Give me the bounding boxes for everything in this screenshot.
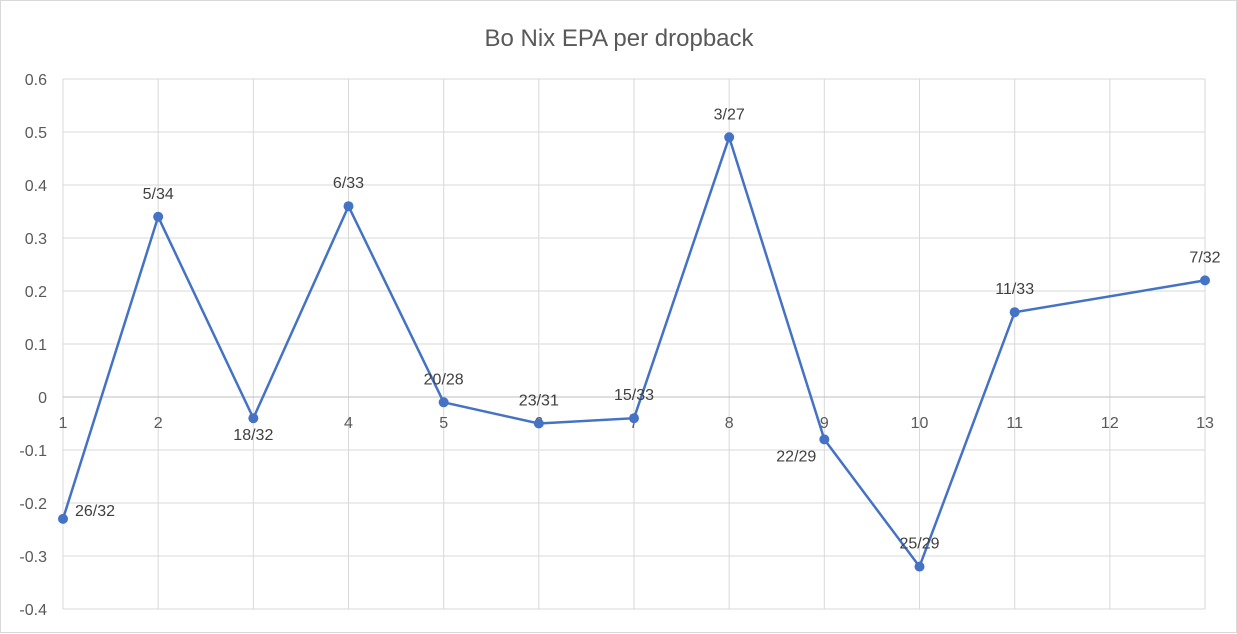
data-label: 15/33 — [614, 387, 654, 404]
x-tick-label: 11 — [1006, 415, 1023, 432]
x-tick-label: 10 — [911, 415, 929, 432]
data-label: 18/32 — [233, 427, 273, 444]
x-tick-label: 13 — [1196, 415, 1214, 432]
y-tick-label: -0.3 — [19, 549, 47, 566]
data-label: 11/33 — [995, 281, 1034, 298]
data-point — [1009, 307, 1020, 318]
data-label: 20/28 — [424, 371, 464, 388]
data-point — [58, 513, 68, 524]
y-tick-label: 0 — [38, 390, 47, 407]
chart-title: Bo Nix EPA per dropback — [484, 25, 754, 52]
data-label: 26/32 — [75, 503, 115, 520]
data-point — [248, 413, 259, 424]
data-label: 6/33 — [333, 175, 364, 192]
data-label: 22/29 — [776, 448, 816, 465]
y-axis-ticks: 0.6 0.5 0.4 0.3 0.2 0.1 0 -0.1 -0.2 -0.3 -0.4 — [19, 72, 47, 619]
data-point — [1200, 275, 1210, 286]
data-point — [914, 561, 925, 572]
data-point — [343, 201, 354, 212]
data-point — [533, 418, 544, 429]
data-point — [438, 397, 449, 408]
data-label: 7/32 — [1189, 249, 1220, 266]
y-tick-label: 0.4 — [25, 178, 47, 195]
x-tick-label: 5 — [439, 415, 448, 432]
y-tick-label: -0.1 — [19, 443, 47, 460]
data-point — [819, 434, 830, 445]
x-tick-label: 1 — [59, 415, 68, 432]
y-tick-label: 0.5 — [25, 125, 47, 142]
data-label: 23/31 — [519, 393, 559, 410]
y-tick-label: 0.2 — [25, 284, 47, 301]
data-point — [629, 413, 639, 424]
x-tick-label: 4 — [344, 415, 353, 432]
y-tick-label: 0.6 — [25, 72, 47, 89]
x-tick-label: 8 — [725, 415, 734, 432]
y-tick-label: 0.1 — [25, 337, 47, 354]
gridlines — [62, 78, 1206, 610]
x-tick-label: 2 — [154, 415, 163, 432]
y-tick-label: -0.4 — [19, 602, 47, 619]
x-tick-label: 7 — [630, 415, 639, 432]
series-line — [61, 133, 1206, 570]
x-tick-label: 9 — [820, 415, 829, 432]
data-label: 25/29 — [899, 536, 939, 553]
x-tick-label: 12 — [1101, 415, 1119, 432]
data-label: 3/27 — [714, 106, 745, 123]
data-point — [724, 132, 735, 143]
y-tick-label: 0.3 — [25, 231, 47, 248]
data-labels: 26/32 5/34 18/32 6/33 20/28 23/31 15/33 3/27 22/… — [75, 106, 1221, 552]
data-point — [153, 211, 164, 222]
y-tick-label: -0.2 — [19, 496, 47, 513]
series-epa — [58, 132, 1210, 572]
data-label: 5/34 — [143, 186, 174, 203]
